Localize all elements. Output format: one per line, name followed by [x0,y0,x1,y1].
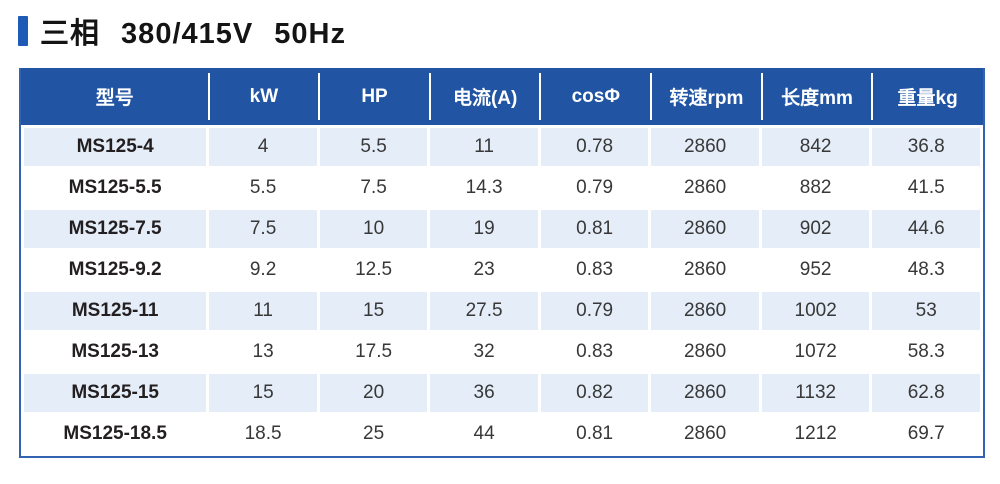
cell-weight-kg: 44.6 [872,210,980,248]
header-cell-length-mm: 长度mm [760,68,873,125]
header-cell-weight-kg: 重量kg [871,68,983,125]
cell-model: MS125-15 [24,374,207,412]
cell-speed-rpm: 2860 [651,374,759,412]
header-cell-speed-rpm: 转速rpm [650,68,762,125]
cell-kw: 9.2 [209,251,317,289]
header-cell-model: 型号 [95,88,134,109]
cell-kw: 7.5 [209,210,317,248]
cell-speed-rpm: 2860 [651,210,759,248]
cell-cos-phi: 0.82 [540,374,649,412]
cell-cos-phi: 0.81 [540,415,649,453]
cell-speed-rpm: 2860 [651,292,759,330]
cell-kw: 4 [209,128,317,166]
section-title-row: 三相 380/415V 50Hz [18,14,1000,50]
table-row: MS125-18.5 18.5 25 44 0.81 2860 1212 69.… [24,415,980,453]
table-row: MS125-13 13 17.5 32 0.83 2860 1072 58.3 [24,333,980,371]
cell-kw: 18.5 [209,415,317,453]
cell-weight-kg: 41.5 [872,169,980,207]
cell-model: MS125-18.5 [24,415,207,453]
cell-current: 11 [430,128,538,166]
cell-speed-rpm: 2860 [651,128,759,166]
cell-kw: 13 [209,333,317,371]
cell-hp: 17.5 [319,333,428,371]
table-row: MS125-7.5 7.5 10 19 0.81 2860 902 44.6 [24,210,980,248]
cell-length-mm: 1002 [761,292,870,330]
cell-speed-rpm: 2860 [651,415,759,453]
cell-hp: 12.5 [319,251,428,289]
cell-weight-kg: 53 [872,292,980,330]
spec-table: 型号 kW HP 电流(A) cosΦ 转速rpm 长度mm 重量kg MS12… [19,68,985,458]
cell-speed-rpm: 2860 [651,333,759,371]
cell-speed-rpm: 2860 [651,169,759,207]
header-cell-kw: kW [207,68,320,125]
table-row: MS125-4 4 5.5 11 0.78 2860 842 36.8 [24,128,980,166]
header-cell-hp: HP [318,68,430,125]
cell-length-mm: 952 [761,251,870,289]
cell-cos-phi: 0.81 [540,210,649,248]
cell-current: 19 [430,210,538,248]
cell-cos-phi: 0.83 [540,251,649,289]
header-cell-cos-phi: cosΦ [539,68,651,125]
cell-kw: 15 [209,374,317,412]
cell-length-mm: 1072 [761,333,870,371]
cell-hp: 5.5 [319,128,428,166]
page-title: 三相 380/415V 50Hz [40,18,346,50]
cell-hp: 15 [319,292,428,330]
cell-model: MS125-7.5 [24,210,207,248]
cell-weight-kg: 62.8 [872,374,980,412]
cell-weight-kg: 36.8 [872,128,980,166]
cell-length-mm: 1132 [761,374,870,412]
cell-hp: 25 [319,415,428,453]
cell-current: 44 [430,415,538,453]
table-body: MS125-4 4 5.5 11 0.78 2860 842 36.8 MS12… [21,125,983,456]
cell-model: MS125-5.5 [24,169,207,207]
table-row: MS125-9.2 9.2 12.5 23 0.83 2860 952 48.3 [24,251,980,289]
cell-current: 23 [430,251,538,289]
cell-current: 32 [430,333,538,371]
header-cell-current: 电流(A) [428,68,541,125]
cell-kw: 5.5 [209,169,317,207]
cell-weight-kg: 58.3 [872,333,980,371]
cell-model: MS125-4 [24,128,207,166]
cell-weight-kg: 69.7 [872,415,980,453]
cell-length-mm: 842 [761,128,870,166]
table-row: MS125-11 11 15 27.5 0.79 2860 1002 53 [24,292,980,330]
cell-speed-rpm: 2860 [651,251,759,289]
cell-length-mm: 882 [761,169,870,207]
cell-weight-kg: 48.3 [872,251,980,289]
cell-current: 27.5 [430,292,538,330]
cell-length-mm: 902 [761,210,870,248]
cell-cos-phi: 0.79 [540,169,649,207]
cell-current: 36 [430,374,538,412]
cell-current: 14.3 [430,169,538,207]
cell-model: MS125-11 [24,292,207,330]
cell-model: MS125-9.2 [24,251,207,289]
table-header-row: 型号 kW HP 电流(A) cosΦ 转速rpm 长度mm 重量kg [21,68,983,125]
title-accent-bar [18,16,28,46]
cell-kw: 11 [209,292,317,330]
cell-hp: 7.5 [319,169,428,207]
cell-length-mm: 1212 [761,415,870,453]
cell-hp: 10 [319,210,428,248]
table-row: MS125-5.5 5.5 7.5 14.3 0.79 2860 882 41.… [24,169,980,207]
cell-cos-phi: 0.78 [540,128,649,166]
cell-hp: 20 [319,374,428,412]
cell-cos-phi: 0.83 [540,333,649,371]
cell-cos-phi: 0.79 [540,292,649,330]
table-row: MS125-15 15 20 36 0.82 2860 1132 62.8 [24,374,980,412]
cell-model: MS125-13 [24,333,207,371]
